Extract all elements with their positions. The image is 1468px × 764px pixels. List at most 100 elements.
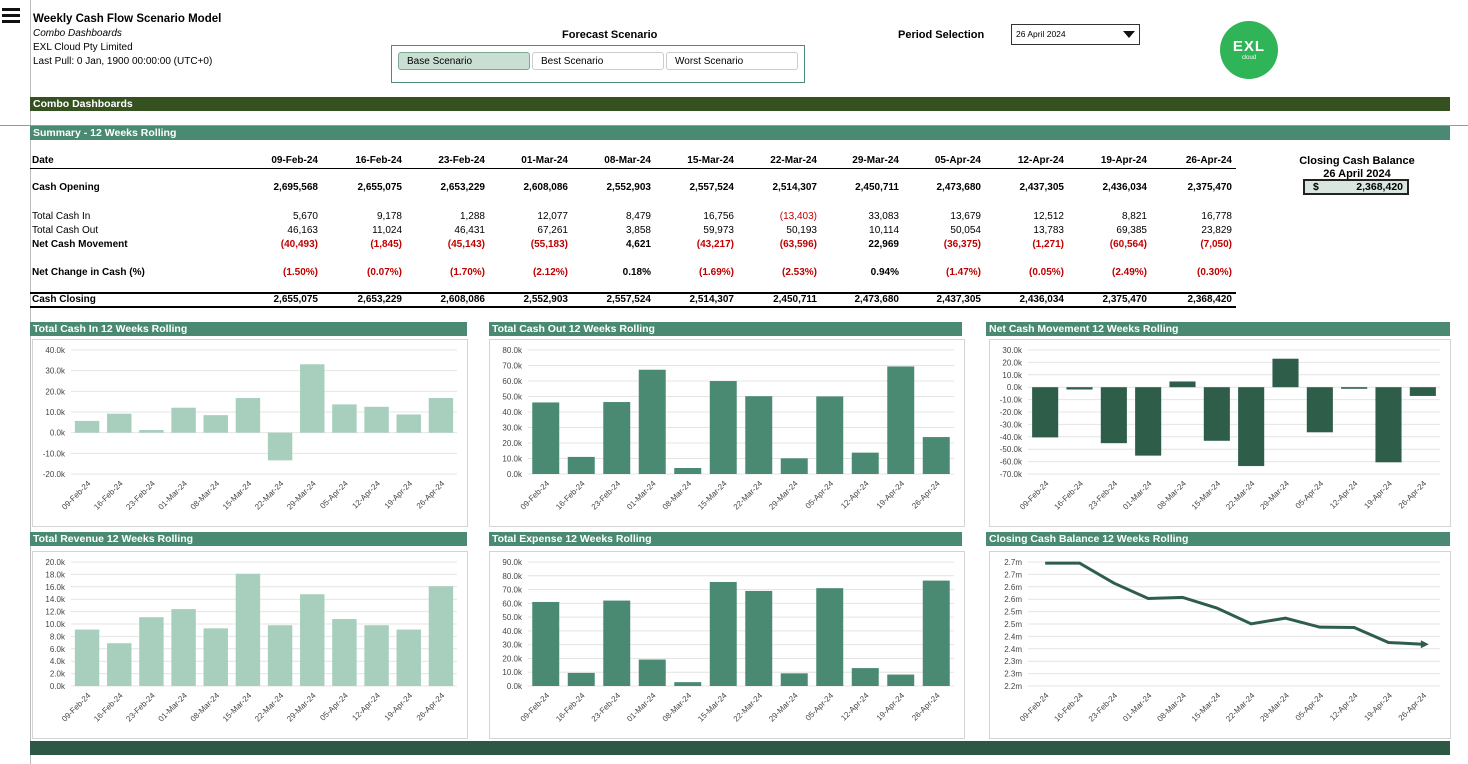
closing-balance-title: Closing Cash Balance — [1299, 155, 1415, 167]
menu-icon[interactable] — [2, 8, 22, 24]
date-header: 16-Feb-24 — [355, 155, 402, 166]
table-cell: 16,756 — [703, 211, 734, 222]
chart-bar — [709, 581, 737, 686]
x-tick-label: 26-Apr-24 — [1397, 691, 1429, 723]
table-cell: 2,473,680 — [936, 182, 982, 193]
table-cell: 2,655,075 — [357, 182, 403, 193]
table-cell: 2,608,086 — [440, 294, 486, 305]
period-select-dropdown[interactable]: 26 April 2024 — [1011, 24, 1140, 45]
y-tick-label: -10.0k — [1000, 396, 1023, 405]
chart-bar — [745, 396, 773, 474]
x-tick-label: 23-Feb-24 — [590, 479, 623, 512]
x-tick-label: 26-Apr-24 — [910, 479, 942, 511]
table-cell: 0.18% — [622, 267, 651, 278]
table-cell: 67,261 — [537, 225, 568, 236]
line-end-arrow-icon — [1420, 640, 1429, 649]
table-cell: 2,653,229 — [440, 182, 486, 193]
x-tick-label: 29-Mar-24 — [285, 691, 318, 724]
chart-bar — [396, 629, 421, 686]
chart-bar — [203, 628, 228, 686]
x-tick-label: 22-Mar-24 — [253, 691, 286, 724]
chart-bar — [1409, 387, 1436, 396]
x-tick-label: 12-Apr-24 — [839, 479, 871, 511]
x-tick-label: 19-Apr-24 — [383, 479, 415, 511]
chart-bar — [235, 573, 261, 686]
table-cell: 2,437,305 — [936, 294, 982, 305]
y-tick-label: 10.0k — [45, 408, 66, 417]
x-tick-label: 26-Apr-24 — [910, 691, 942, 723]
x-tick-label: 19-Apr-24 — [1362, 691, 1394, 723]
y-tick-label: 20.0k — [502, 654, 523, 663]
closing-cash-balance-label: Closing Cash Balance 26 April 2024 — [1288, 155, 1426, 181]
y-tick-label: 2.2m — [1004, 682, 1022, 691]
chart-frame: 30.0k 20.0k 10.0k 0.0k -10.0k -20.0k -30.0k -40… — [989, 339, 1451, 527]
worst-scenario-button[interactable]: Worst Scenario — [666, 52, 798, 70]
x-tick-label: 12-Apr-24 — [1328, 691, 1360, 723]
table-cell: (55,183) — [530, 239, 568, 250]
date-column-label: Date — [32, 155, 54, 166]
chart-bar — [887, 366, 915, 474]
base-scenario-button[interactable]: Base Scenario — [398, 52, 530, 70]
x-tick-label: 19-Apr-24 — [383, 691, 415, 723]
chart-bar — [709, 381, 737, 474]
table-cell: 50,193 — [786, 225, 817, 236]
table-cell: 2,436,034 — [1102, 182, 1148, 193]
y-tick-label: 20.0k — [45, 387, 66, 396]
chart-bar — [74, 420, 100, 433]
x-tick-label: 08-Mar-24 — [189, 691, 222, 724]
y-tick-label: -40.0k — [1000, 433, 1023, 442]
chart-bar — [816, 396, 844, 474]
table-cell: 4,621 — [625, 239, 651, 250]
table-cell: (0.07%) — [366, 267, 402, 278]
table-cell: (45,143) — [447, 239, 485, 250]
y-tick-label: 20.0k — [1002, 358, 1023, 367]
y-tick-label: -30.0k — [1000, 420, 1023, 429]
x-tick-label: 23-Feb-24 — [1087, 691, 1120, 724]
table-cell: (7,050) — [1200, 239, 1232, 250]
x-tick-label: 23-Feb-24 — [1087, 479, 1120, 512]
y-tick-label: 0.0k — [50, 682, 66, 691]
y-tick-label: 14.0k — [45, 595, 66, 604]
x-tick-label: 15-Mar-24 — [696, 691, 729, 724]
x-tick-label: 12-Apr-24 — [350, 691, 382, 723]
chart-bar — [1169, 381, 1196, 388]
row-label: Net Cash Movement — [32, 239, 128, 250]
forecast-scenario-label: Forecast Scenario — [562, 29, 658, 41]
y-tick-label: 2.4m — [1004, 632, 1022, 641]
y-tick-label: 2.3m — [1004, 670, 1022, 679]
y-tick-label: 40.0k — [502, 408, 523, 417]
chart-bar — [396, 414, 421, 433]
table-cell: 2,450,711 — [773, 294, 817, 305]
chart-bar — [1135, 387, 1162, 456]
chart-bar — [638, 659, 666, 686]
table-cell: 8,479 — [625, 211, 651, 222]
chart-svg: 40.0k 30.0k 20.0k 10.0k 0.0k -10.0k -20.0k09-F… — [43, 346, 457, 512]
y-tick-label: 4.0k — [50, 657, 66, 666]
table-cell: 13,783 — [1033, 225, 1064, 236]
summary-bar: Summary - 12 Weeks Rolling — [30, 126, 1450, 140]
table-rule — [30, 168, 1236, 169]
chart-bar — [1238, 387, 1265, 467]
y-tick-label: 30.0k — [502, 641, 523, 650]
table-cell: 33,083 — [868, 211, 899, 222]
last-pull-timestamp: Last Pull: 0 Jan, 1900 00:00:00 (UTC+0) — [33, 56, 213, 67]
chart-bar — [638, 369, 666, 474]
section-divider — [0, 125, 1468, 126]
x-tick-label: 16-Feb-24 — [92, 479, 125, 512]
x-tick-label: 16-Feb-24 — [1052, 479, 1085, 512]
chart-bar — [567, 456, 595, 474]
y-tick-label: 10.0k — [502, 668, 523, 677]
chart-bar — [816, 588, 844, 686]
chart-bar — [171, 609, 196, 686]
table-cell: 69,385 — [1116, 225, 1147, 236]
chart-bar — [300, 364, 325, 433]
y-tick-label: -20.0k — [1000, 408, 1023, 417]
chart-bar — [139, 430, 164, 433]
x-tick-label: 08-Mar-24 — [661, 691, 694, 724]
best-scenario-button[interactable]: Best Scenario — [532, 52, 664, 70]
y-tick-label: 2.4m — [1004, 645, 1022, 654]
x-tick-label: 19-Apr-24 — [875, 691, 907, 723]
row-label: Net Change in Cash (%) — [32, 267, 145, 278]
dropdown-arrow-icon[interactable] — [1123, 31, 1135, 38]
x-tick-label: 22-Mar-24 — [732, 691, 765, 724]
